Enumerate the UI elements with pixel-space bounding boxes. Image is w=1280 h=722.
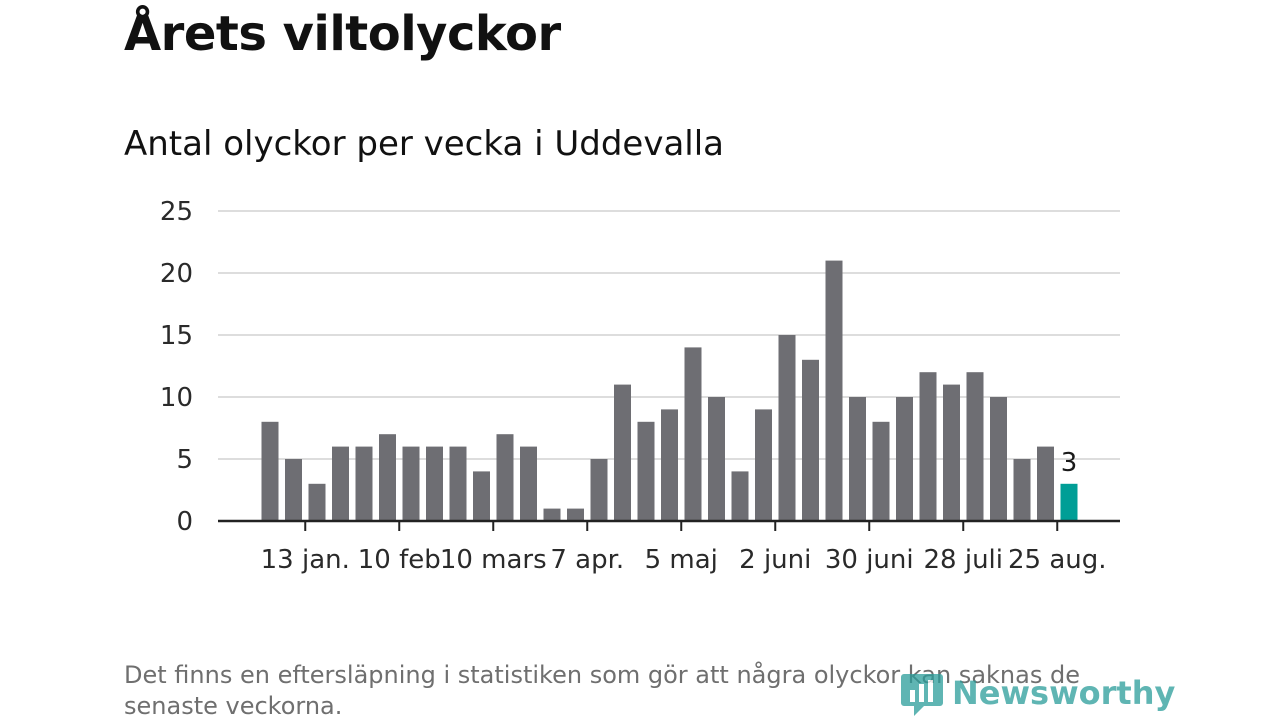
- bar-chart: 0 5 10 15 20 25 3 13 jan. 10 feb 10 mars 7 apr. 5 m…: [160, 197, 1120, 575]
- bar: [261, 421, 279, 521]
- bar: [590, 459, 608, 521]
- bar: [872, 421, 890, 521]
- x-tick-label: 13 jan.: [261, 545, 350, 575]
- y-tick-label: 0: [176, 507, 193, 537]
- x-tick-label: 10 feb: [358, 545, 441, 575]
- x-tick-label: 30 juni: [825, 545, 914, 575]
- x-tick-label: 25 aug.: [1008, 545, 1107, 575]
- bar: [943, 384, 960, 521]
- bar: [990, 397, 1007, 521]
- bar: [802, 359, 819, 521]
- bar: [379, 434, 396, 521]
- y-tick-label: 20: [160, 259, 193, 289]
- bar: [355, 446, 373, 521]
- bar: [825, 260, 843, 521]
- bar: [755, 409, 772, 521]
- newsworthy-icon: [901, 674, 943, 716]
- chart-subtitle: Antal olyckor per vecka i Uddevalla: [124, 124, 725, 164]
- bar: [332, 446, 349, 521]
- x-tick-label: 5 maj: [645, 545, 718, 575]
- brand-name: Newsworthy: [952, 674, 1176, 712]
- bar: [308, 483, 326, 521]
- bar: [637, 421, 655, 521]
- bar: [919, 372, 937, 521]
- y-tick-label: 25: [160, 197, 193, 227]
- bar-value-label: 3: [1061, 448, 1078, 478]
- bar: [684, 347, 702, 521]
- bar: [285, 459, 302, 521]
- bar: [661, 409, 678, 521]
- y-tick-label: 10: [160, 383, 193, 413]
- bar: [1037, 446, 1054, 521]
- bar: [520, 446, 537, 521]
- bar: [426, 446, 443, 521]
- bar: [1013, 459, 1031, 521]
- x-tick-label: 10 mars: [440, 545, 547, 575]
- highlight-bar: [1060, 483, 1078, 521]
- bar: [614, 384, 631, 521]
- bar: [473, 471, 490, 521]
- x-tick-label: 7 apr.: [550, 545, 624, 575]
- bar: [708, 397, 725, 521]
- bar: [402, 446, 420, 521]
- brand-logo: Newsworthy: [900, 668, 1175, 718]
- bar: [778, 335, 796, 521]
- x-tick-label: 28 juli: [924, 545, 1004, 575]
- y-tick-label: 5: [176, 445, 193, 475]
- bar: [731, 471, 749, 521]
- bar: [543, 508, 561, 521]
- bar: [567, 508, 584, 521]
- x-tick-label: 2 juni: [739, 545, 811, 575]
- bar: [966, 372, 984, 521]
- bar: [496, 434, 514, 521]
- y-tick-label: 15: [160, 321, 193, 351]
- bar: [849, 397, 866, 521]
- bar: [896, 397, 913, 521]
- bar: [449, 446, 467, 521]
- chart-title: Årets viltolyckor: [124, 6, 561, 62]
